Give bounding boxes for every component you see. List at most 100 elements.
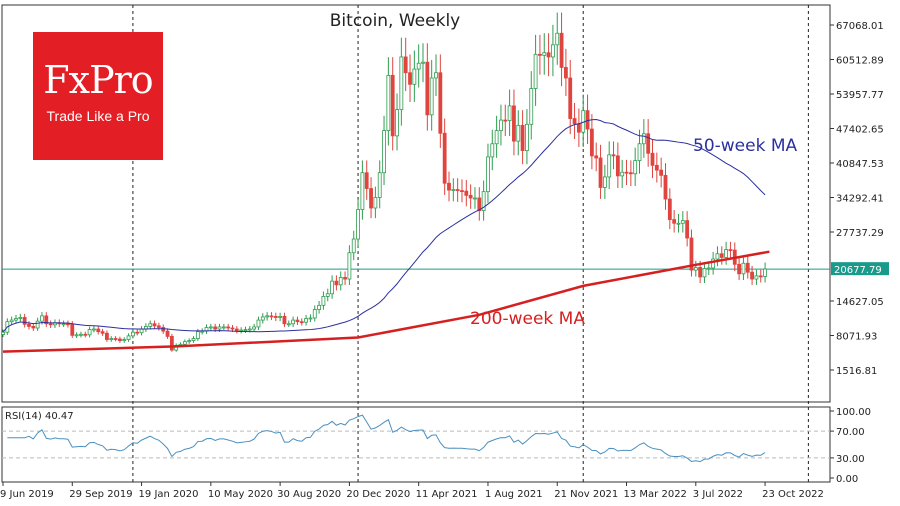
candle-body <box>533 53 538 89</box>
candle-body <box>490 143 495 158</box>
candle-body <box>473 197 477 200</box>
ma50-label: 50-week MA <box>693 136 798 156</box>
candle-body <box>525 123 529 152</box>
candle-body <box>654 164 659 171</box>
candle-body <box>109 338 114 340</box>
candle-body <box>724 249 729 258</box>
candle-body <box>620 171 625 177</box>
ma50-line <box>2 119 766 333</box>
candle-body <box>572 118 577 125</box>
candle-body <box>364 172 369 189</box>
candle-body <box>286 323 291 326</box>
candle-body <box>291 319 296 325</box>
x-tick-label: 3 Jul 2022 <box>693 489 743 500</box>
candle-body <box>239 329 244 332</box>
candle-body <box>481 191 486 212</box>
candle-body <box>512 105 516 142</box>
candle-body <box>334 280 339 286</box>
candle-body <box>9 319 14 323</box>
y-tick-label: 27737.29 <box>836 228 884 239</box>
x-tick-label: 10 May 2020 <box>208 489 273 500</box>
logo-brand: FxPro <box>43 58 153 102</box>
candle-body <box>615 155 620 177</box>
rsi-label: RSI(14) 40.47 <box>5 411 74 422</box>
y-tick-label: 47402.65 <box>836 125 884 136</box>
candle-body <box>191 338 196 342</box>
candle-body <box>438 72 443 134</box>
candle-body <box>624 171 629 174</box>
candle-body <box>390 74 395 137</box>
candle-body <box>139 328 144 334</box>
candle-body <box>455 189 460 192</box>
candle-body <box>70 323 75 336</box>
y-tick-label: 40847.53 <box>836 159 884 170</box>
candle-body <box>382 130 386 174</box>
candle-body <box>356 209 360 240</box>
candle-body <box>447 182 451 191</box>
candle-body <box>48 323 53 326</box>
candle-body <box>546 52 551 58</box>
y-tick-label: 1516.81 <box>836 366 877 377</box>
candle-body <box>633 160 638 175</box>
candle-body <box>308 317 313 320</box>
x-tick-label: 9 Jun 2019 <box>0 489 54 500</box>
candle-body <box>399 56 404 110</box>
candle-body <box>152 323 157 327</box>
candle-body <box>464 190 469 196</box>
candle-body <box>425 61 430 116</box>
candle-body <box>92 328 96 331</box>
candle-body <box>503 119 508 122</box>
candle-body <box>663 174 668 200</box>
price-panel-frame <box>1 4 831 403</box>
candle-body <box>321 296 326 306</box>
candle-body <box>628 172 633 175</box>
y-tick-label: 8071.93 <box>836 332 877 343</box>
rsi-panel-frame <box>1 406 831 483</box>
candle-body <box>395 109 399 137</box>
candle-body <box>745 262 750 273</box>
y-tick-label: 53957.77 <box>836 90 884 101</box>
candle-body <box>555 32 560 46</box>
candle-body <box>130 331 135 337</box>
candle-body <box>646 133 651 154</box>
candle-body <box>230 327 235 330</box>
current-price-badge <box>831 262 889 276</box>
candle-body <box>27 323 31 327</box>
candle-body <box>74 334 79 337</box>
candle-body <box>347 252 352 280</box>
candle-body <box>35 320 40 329</box>
ma200-line <box>2 250 770 353</box>
candle-body <box>460 190 464 193</box>
candle-body <box>87 329 92 336</box>
candle-body <box>650 152 655 166</box>
x-tick-label: 29 Sep 2019 <box>69 489 132 500</box>
candle-body <box>105 332 109 340</box>
candle-body <box>187 340 192 343</box>
candle-body <box>182 341 187 345</box>
candle-body <box>100 331 105 334</box>
candle-body <box>338 277 343 286</box>
candle-body <box>360 172 365 210</box>
candle-body <box>295 319 300 323</box>
candle-body <box>61 323 66 326</box>
x-tick-label: 20 Dec 2020 <box>346 489 410 500</box>
candle-body <box>667 198 672 220</box>
candle-body <box>269 315 274 318</box>
candle-body <box>607 154 612 178</box>
rsi-y-tick-label: 30.00 <box>836 454 865 465</box>
candle-body <box>79 333 83 336</box>
x-tick-label: 13 Mar 2022 <box>624 489 687 500</box>
candle-body <box>278 316 283 318</box>
candle-body <box>516 124 521 142</box>
x-tick-label: 19 Jan 2020 <box>139 489 199 500</box>
candle-body <box>576 123 581 133</box>
candle-body <box>377 172 382 198</box>
candle-body <box>698 267 703 278</box>
candle-body <box>265 315 270 318</box>
candle-body <box>217 326 222 330</box>
candle-body <box>494 130 499 145</box>
candle-body <box>659 169 664 176</box>
candle-body <box>715 253 720 260</box>
y-tick-label: 60512.89 <box>836 56 884 67</box>
candle-body <box>247 328 252 331</box>
